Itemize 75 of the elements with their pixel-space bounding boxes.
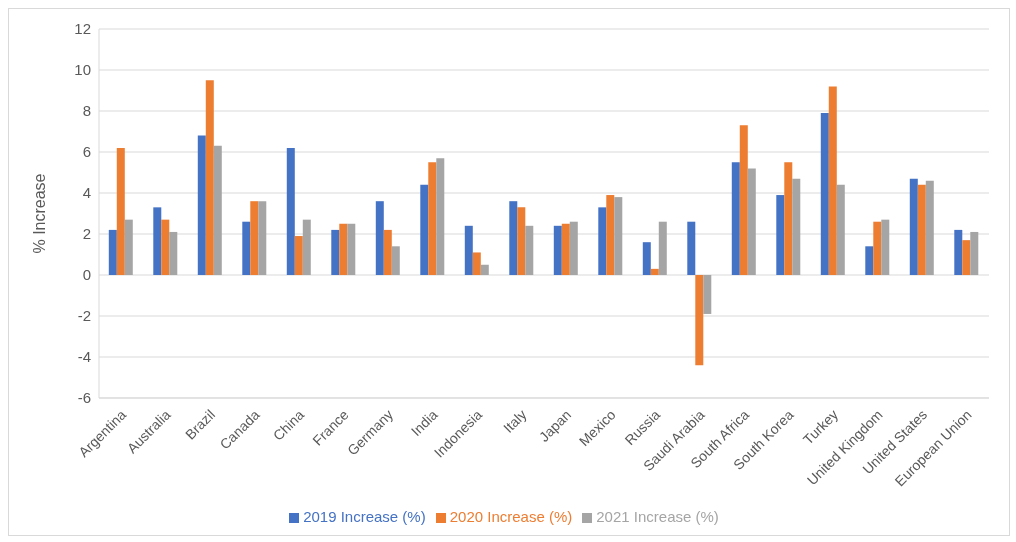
bar [258, 201, 267, 275]
bar [339, 223, 348, 275]
bar [792, 178, 801, 275]
y-axis-title: % Increase [30, 173, 48, 254]
bar [739, 125, 748, 275]
bar [561, 223, 570, 275]
bar [169, 231, 178, 275]
y-tick-label: 12 [74, 20, 91, 38]
bar [687, 221, 696, 275]
y-tick-label: 4 [82, 184, 91, 202]
y-tick-label: -6 [77, 389, 91, 407]
bar [161, 219, 170, 275]
y-tick-label: -2 [77, 307, 91, 325]
bar [650, 268, 659, 275]
bar [873, 221, 882, 275]
bar [731, 162, 740, 275]
y-tick-label: -4 [77, 348, 91, 366]
bar [294, 236, 303, 275]
bar [747, 168, 756, 275]
legend-label: 2020 Increase (%) [449, 508, 573, 525]
bar [242, 221, 251, 275]
bar [703, 275, 712, 314]
bar [197, 135, 206, 275]
bar [205, 80, 214, 275]
bar [472, 252, 481, 275]
y-tick-label: 10 [74, 61, 91, 79]
bar [286, 147, 295, 275]
bar [347, 223, 356, 275]
bar [865, 246, 874, 275]
bar [375, 201, 384, 275]
bar [250, 201, 259, 275]
bar [331, 229, 340, 275]
bar [925, 180, 934, 275]
bar [642, 242, 651, 275]
bar [153, 207, 162, 275]
bar [124, 219, 133, 275]
bar [428, 162, 437, 275]
bar [302, 219, 311, 275]
bar [553, 225, 562, 275]
bar [569, 221, 578, 275]
y-tick-label: 0 [82, 266, 91, 284]
bar [116, 147, 125, 275]
bar [836, 184, 845, 275]
bar [614, 197, 623, 275]
bar [962, 240, 971, 275]
bar [383, 229, 392, 275]
x-tick-label: Italy [500, 406, 530, 436]
bar [509, 201, 518, 275]
bar [598, 207, 607, 275]
y-tick-label: 8 [82, 102, 91, 120]
bar [776, 195, 785, 275]
bar [828, 86, 837, 275]
bar [909, 178, 918, 275]
bar [213, 145, 222, 275]
legend-label: 2021 Increase (%) [596, 508, 719, 525]
bar [784, 162, 793, 275]
bar [820, 113, 829, 275]
bar [480, 264, 489, 275]
bar [517, 207, 526, 275]
y-tick-label: 6 [82, 143, 91, 161]
legend-label: 2019 Increase (%) [303, 508, 426, 525]
bar [391, 246, 400, 275]
bar [606, 195, 615, 275]
bar [917, 184, 926, 275]
bar [525, 225, 534, 275]
bar [881, 219, 890, 275]
bar [420, 184, 429, 275]
y-tick-label: 2 [82, 225, 91, 243]
bar [658, 221, 667, 275]
bar [436, 158, 445, 275]
bar [464, 225, 473, 275]
bar [970, 231, 979, 275]
bar [695, 275, 704, 366]
bar [108, 229, 117, 275]
bar [954, 229, 963, 275]
